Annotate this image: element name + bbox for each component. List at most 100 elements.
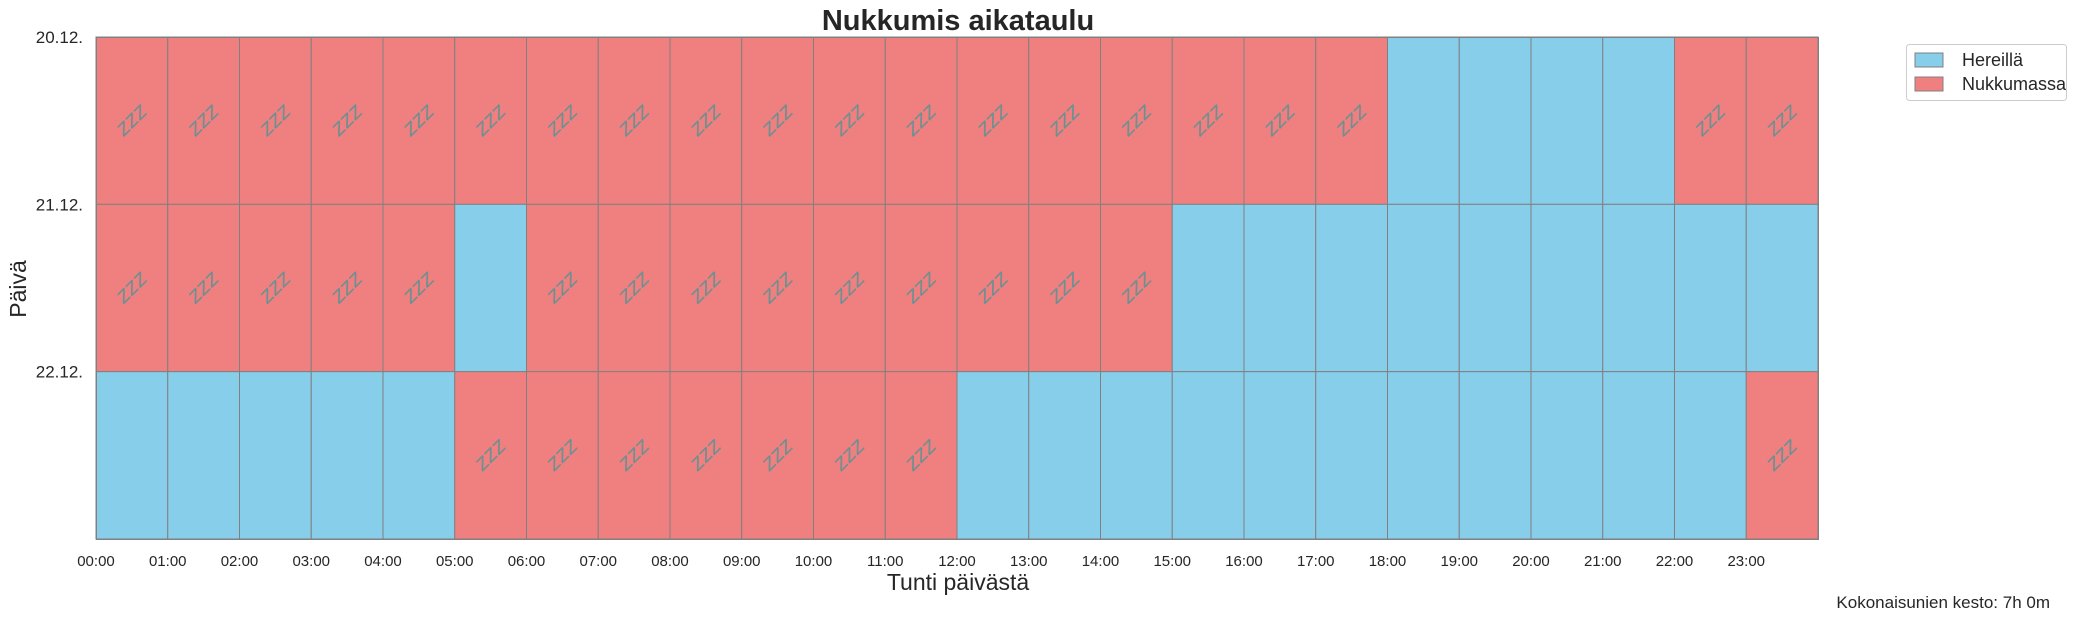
cell-asleep <box>1028 203 1101 373</box>
cell-awake <box>1745 203 1819 373</box>
legend-label-asleep: Nukkumassa <box>1962 74 2067 94</box>
cell-asleep <box>597 371 671 540</box>
cell-awake <box>310 371 384 540</box>
cell-awake <box>1602 36 1675 205</box>
legend-frame <box>1906 44 2067 101</box>
cell-asleep <box>382 36 456 205</box>
cell-awake <box>1171 203 1245 373</box>
cell-asleep <box>813 203 886 373</box>
cell-awake <box>1602 371 1675 540</box>
cell-asleep <box>1745 371 1819 540</box>
cell-asleep <box>884 36 958 205</box>
x-tick-label: 08:00 <box>651 553 689 570</box>
cell-asleep <box>1100 36 1173 205</box>
cell-awake <box>1171 371 1245 540</box>
cell-awake <box>1315 371 1388 540</box>
cell-awake <box>956 371 1030 540</box>
x-tick-label: 15:00 <box>1153 553 1191 570</box>
cell-awake <box>1530 203 1604 373</box>
cell-asleep <box>1171 36 1245 205</box>
x-tick-label: 19:00 <box>1440 553 1478 570</box>
cell-asleep <box>1315 36 1388 205</box>
cell-asleep <box>1674 36 1747 205</box>
x-tick-label: 07:00 <box>579 553 617 570</box>
x-tick-label: 01:00 <box>149 553 187 570</box>
cell-asleep <box>310 203 384 373</box>
legend-label-awake: Hereillä <box>1962 50 2024 70</box>
cell-awake <box>1387 36 1460 205</box>
cell-asleep <box>669 371 743 540</box>
cell-awake <box>1243 203 1317 373</box>
cell-asleep <box>813 371 886 540</box>
x-tick-label: 13:00 <box>1010 553 1048 570</box>
cell-asleep <box>454 36 527 205</box>
y-tick-label: 22.12. <box>36 363 83 382</box>
x-tick-label: 10:00 <box>795 553 833 570</box>
cell-awake <box>95 371 169 540</box>
cell-awake <box>1530 371 1604 540</box>
cell-asleep <box>167 36 240 205</box>
cell-awake <box>1387 203 1460 373</box>
cell-awake <box>1315 203 1388 373</box>
cell-awake <box>1458 371 1532 540</box>
y-axis-label: Päivä <box>5 260 31 318</box>
cell-asleep <box>95 36 169 205</box>
x-tick-label: 11:00 <box>867 553 903 570</box>
x-tick-label: 18:00 <box>1369 553 1407 570</box>
y-tick-label: 21.12. <box>36 195 83 214</box>
chart-title: Nukkumis aikataulu <box>822 5 1094 37</box>
plot-frame <box>96 37 1819 540</box>
legend: Hereillä Nukkumassa <box>1906 44 2067 101</box>
x-tick-label: 23:00 <box>1727 553 1765 570</box>
x-tick-label: 16:00 <box>1225 553 1263 570</box>
cell-asleep <box>239 203 312 373</box>
cell-asleep <box>884 203 958 373</box>
x-axis-label: Tunti päivästä <box>887 569 1030 595</box>
x-tick-label: 00:00 <box>77 553 115 570</box>
x-tick-label: 17:00 <box>1297 553 1335 570</box>
total-duration-text: Kokonaisunien kesto: 7h 0m <box>1836 593 2050 612</box>
x-tick-label: 06:00 <box>508 553 546 570</box>
heatmap-cells <box>95 36 1819 540</box>
cell-awake <box>167 371 240 540</box>
x-tick-label: 14:00 <box>1082 553 1120 570</box>
cell-awake <box>382 371 456 540</box>
cell-awake <box>1674 203 1747 373</box>
x-tick-labels: 00:00 01:00 02:00 03:00 04:00 05:00 06:00 07:00… <box>77 553 1765 570</box>
legend-swatch-awake <box>1914 52 1944 68</box>
cell-asleep <box>741 36 814 205</box>
cell-asleep <box>95 203 169 373</box>
cell-awake <box>1243 371 1317 540</box>
x-tick-label: 09:00 <box>723 553 761 570</box>
cell-asleep <box>526 371 599 540</box>
x-tick-label: 20:00 <box>1512 553 1550 570</box>
cell-asleep <box>597 36 671 205</box>
x-tick-label: 21:00 <box>1584 553 1622 570</box>
cell-asleep <box>1100 203 1173 373</box>
cell-awake <box>239 371 312 540</box>
x-tick-label: 02:00 <box>221 553 259 570</box>
cell-asleep <box>526 203 599 373</box>
cell-asleep <box>1243 36 1317 205</box>
cell-awake <box>1674 371 1747 540</box>
cell-asleep <box>454 371 527 540</box>
cell-awake <box>1387 371 1460 540</box>
cell-asleep <box>956 203 1030 373</box>
x-tick-label: 04:00 <box>364 553 402 570</box>
y-tick-labels: 20.12. 21.12. 22.12. <box>36 28 83 382</box>
cell-awake <box>1100 371 1173 540</box>
x-tick-label: 05:00 <box>436 553 474 570</box>
y-tick-label: 20.12. <box>36 28 83 47</box>
x-tick-label: 22:00 <box>1656 553 1694 570</box>
cell-asleep <box>956 36 1030 205</box>
cell-awake <box>454 203 527 373</box>
cell-awake <box>1530 36 1604 205</box>
x-tick-label: 12:00 <box>938 553 976 570</box>
cell-awake <box>1028 371 1101 540</box>
cell-asleep <box>382 203 456 373</box>
x-tick-label: 03:00 <box>292 553 330 570</box>
cell-awake <box>1458 36 1532 205</box>
legend-swatch-asleep <box>1914 76 1944 92</box>
cell-awake <box>1458 203 1532 373</box>
